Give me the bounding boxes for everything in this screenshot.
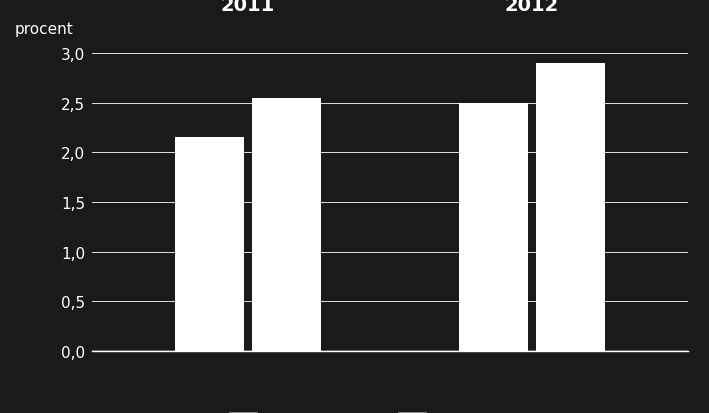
Bar (252, 98, 321, 351)
Text: 2011: 2011 (220, 0, 275, 15)
Bar (174, 138, 245, 351)
Bar (459, 103, 528, 351)
Text: procent: procent (14, 22, 73, 37)
Text: 2012: 2012 (505, 0, 559, 15)
Bar (535, 64, 605, 351)
Legend: Kassalikviditet, Balanslikviditet: Kassalikviditet, Balanslikviditet (223, 406, 557, 413)
